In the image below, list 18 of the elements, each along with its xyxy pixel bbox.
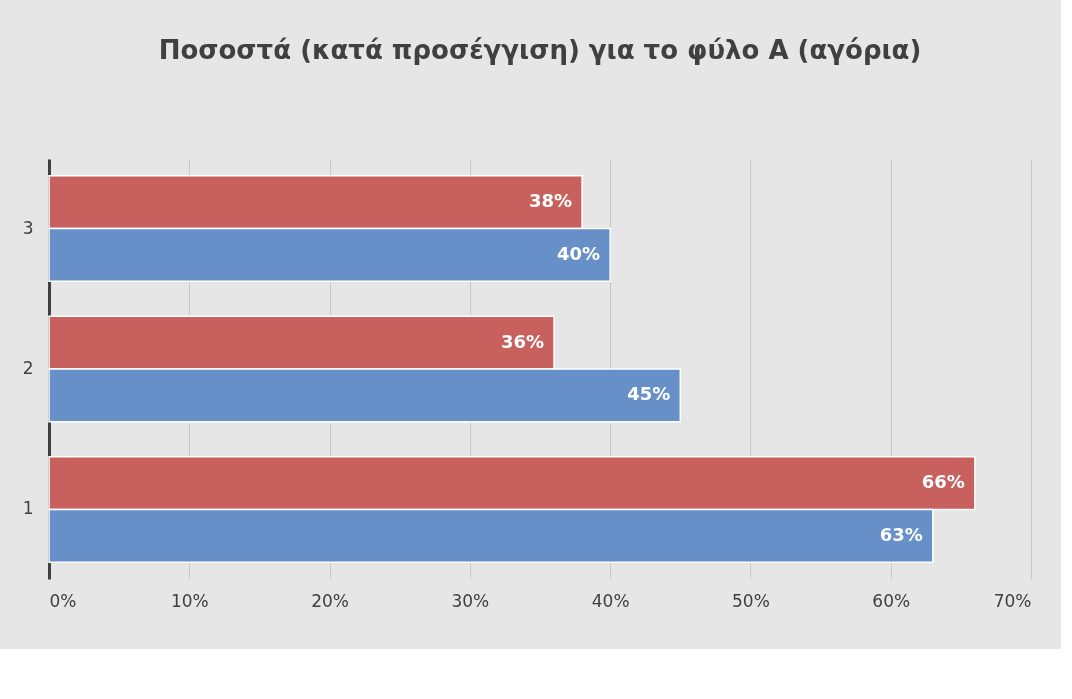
y-tick-label: 1 — [22, 498, 34, 519]
y-tick-label: 3 — [22, 217, 34, 238]
x-tick-label: 0% — [49, 590, 77, 611]
y-tick-label: 2 — [22, 358, 34, 378]
x-tick-label: 30% — [451, 590, 490, 611]
x-tick-label: 70% — [993, 590, 1032, 611]
x-tick-label: 20% — [311, 590, 349, 611]
data-label: 66% — [921, 471, 965, 493]
x-tick-label: 40% — [591, 590, 630, 611]
data-label: 38% — [528, 190, 573, 212]
chart-title: Ποσοστά (κατά προσέγγιση) για το φύλο Α (αγόρια) — [158, 35, 922, 65]
data-label: 63% — [879, 523, 923, 545]
data-label: 40% — [557, 242, 601, 264]
x-tick-label: 50% — [732, 590, 770, 611]
x-tick-label: 10% — [170, 590, 209, 611]
data-label: 45% — [627, 383, 671, 405]
x-tick-label: 60% — [872, 590, 911, 611]
data-label: 36% — [500, 330, 545, 352]
